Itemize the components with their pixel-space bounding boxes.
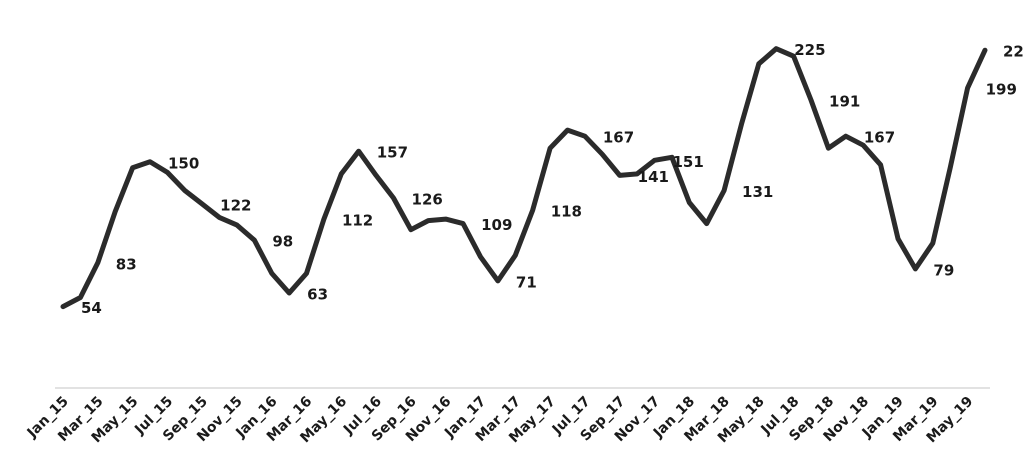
data-label: 150 xyxy=(168,154,199,172)
data-label: 71 xyxy=(516,273,537,291)
data-label: 122 xyxy=(220,197,251,215)
data-label: 79 xyxy=(933,261,954,279)
data-label: 118 xyxy=(551,203,582,221)
data-label: 98 xyxy=(272,233,293,251)
data-label: 109 xyxy=(481,216,512,234)
data-label: 151 xyxy=(672,153,703,171)
data-label: 157 xyxy=(377,144,408,162)
data-line xyxy=(60,46,988,310)
data-label: 199 xyxy=(986,80,1017,98)
data-label: 131 xyxy=(742,183,773,201)
data-label: 112 xyxy=(342,212,373,230)
data-label: 225 xyxy=(794,41,825,59)
data-label: 126 xyxy=(412,190,443,208)
data-label: 191 xyxy=(829,92,860,110)
data-label: 167 xyxy=(864,129,895,147)
data-label: 224 xyxy=(1003,43,1024,61)
data-label: 63 xyxy=(307,285,328,303)
data-label: 83 xyxy=(116,255,137,273)
data-label: 141 xyxy=(638,168,669,186)
data-label: 167 xyxy=(603,129,634,147)
data-label: 54 xyxy=(81,299,102,317)
